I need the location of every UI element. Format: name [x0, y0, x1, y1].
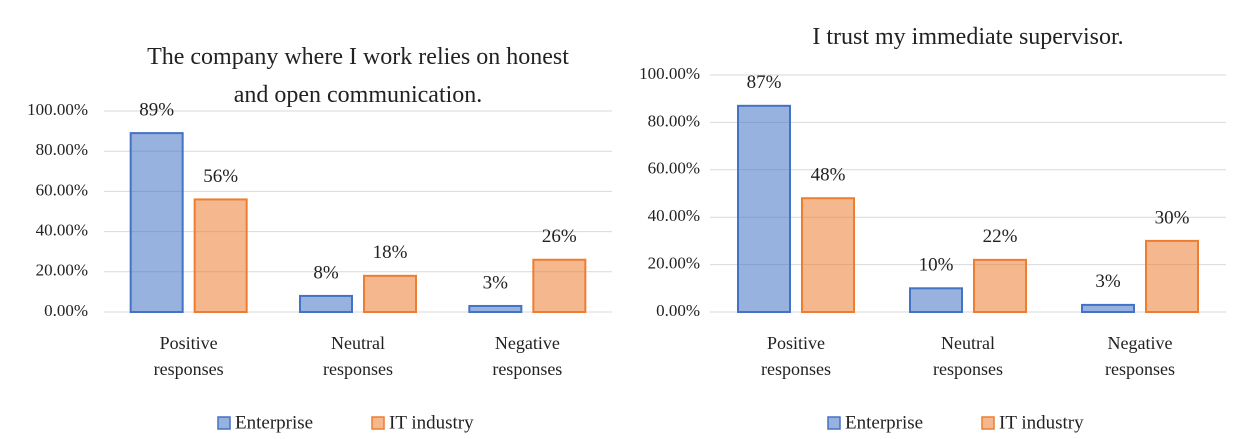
x-tick-label-box: Negative responses — [492, 333, 563, 379]
x-tick-label: Positive responses — [153, 333, 224, 379]
y-tick-label: 0.00% — [656, 301, 700, 320]
data-label: 30% — [1155, 207, 1190, 228]
data-label: 89% — [139, 99, 174, 120]
y-tick-label: 60.00% — [36, 180, 88, 199]
x-tick-label: Negative responses — [492, 333, 563, 379]
y-tick-label: 60.00% — [648, 159, 700, 178]
x-tick-label: Positive responses — [761, 333, 831, 379]
data-label: 3% — [483, 272, 509, 293]
bar — [801, 197, 855, 314]
x-tick-label-box: Negative responses — [1105, 333, 1175, 379]
chart: The company where I work relies on hones… — [27, 44, 612, 433]
bar — [363, 274, 417, 314]
legend-label: Enterprise — [845, 412, 923, 433]
y-tick-label: 80.00% — [648, 111, 700, 130]
chart-title: The company where I work relies on hones… — [147, 44, 569, 108]
legend-label: IT industry — [999, 412, 1084, 433]
chart-title: I trust my immediate supervisor. — [812, 24, 1124, 50]
bar — [1145, 239, 1199, 313]
chart-title-box: I trust my immediate supervisor. — [812, 24, 1124, 50]
data-label: 22% — [983, 226, 1018, 247]
data-label: 87% — [747, 72, 782, 93]
x-tick-label-box: Neutral responses — [323, 333, 393, 379]
y-tick-label: 40.00% — [36, 221, 88, 240]
y-tick-label: 100.00% — [639, 64, 700, 83]
x-tick-label-box: Neutral responses — [933, 333, 1003, 379]
data-label: 10% — [919, 255, 954, 276]
y-tick-label: 0.00% — [44, 301, 88, 320]
x-tick-label: Neutral responses — [933, 333, 1003, 379]
bar — [1081, 303, 1135, 314]
bar — [193, 198, 248, 313]
y-tick-label: 20.00% — [648, 254, 700, 273]
x-tick-label-box: Positive responses — [153, 333, 224, 379]
bar — [468, 304, 523, 314]
bar — [973, 258, 1027, 313]
legend-swatch — [827, 416, 841, 430]
legend-label: IT industry — [389, 412, 474, 433]
legend-swatch — [217, 416, 231, 430]
bar — [737, 104, 791, 313]
bar — [909, 287, 963, 313]
data-label: 18% — [373, 242, 408, 263]
x-tick-label: Neutral responses — [323, 333, 393, 379]
legend-swatch — [981, 416, 995, 430]
data-label: 3% — [1095, 271, 1121, 292]
legend-label: Enterprise — [235, 412, 313, 433]
chart-title-box: The company where I work relies on hones… — [147, 44, 569, 108]
bar — [532, 258, 587, 313]
y-tick-label: 40.00% — [648, 206, 700, 225]
legend-swatch — [371, 416, 385, 430]
bar — [299, 294, 353, 314]
y-tick-label: 80.00% — [36, 140, 88, 159]
data-label: 48% — [811, 165, 846, 186]
bar — [129, 132, 184, 313]
y-tick-label: 20.00% — [36, 261, 88, 280]
data-label: 26% — [542, 226, 577, 247]
data-label: 56% — [203, 166, 238, 187]
y-tick-label: 100.00% — [27, 100, 88, 119]
x-tick-label: Negative responses — [1105, 333, 1175, 379]
chart: I trust my immediate supervisor. 0.00% 20.… — [639, 24, 1226, 433]
data-label: 8% — [313, 262, 339, 283]
x-tick-label-box: Positive responses — [761, 333, 831, 379]
